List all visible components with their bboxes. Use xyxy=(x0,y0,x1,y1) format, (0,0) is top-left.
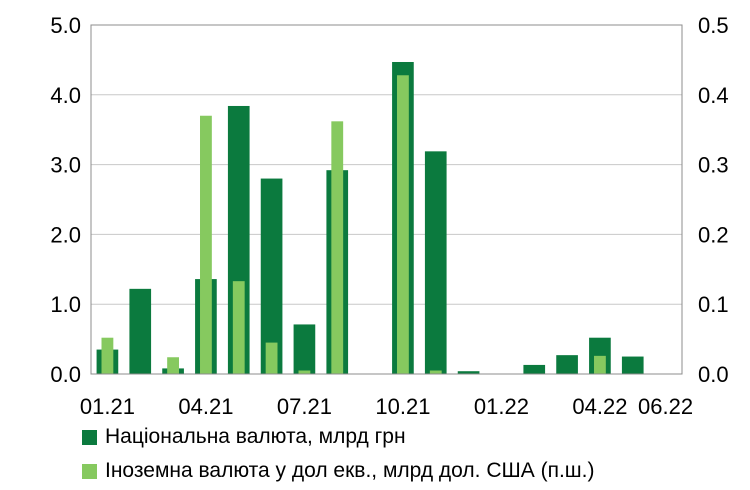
plot-frame xyxy=(90,24,683,375)
bar-foreign-11.21 xyxy=(429,370,442,374)
bar-foreign-04.22 xyxy=(594,355,606,374)
bar-foreign-04.21 xyxy=(200,115,212,375)
x-tick-label: 04.22 xyxy=(572,394,627,419)
legend-label-foreign: Іноземна валюта у дол екв., млрд дол. СШ… xyxy=(105,459,595,482)
bar-national-02.21 xyxy=(129,288,152,374)
legend-item-national: Національна валюта, млрд грн xyxy=(82,420,594,454)
y-right-tick-label: 0.1 xyxy=(698,292,729,317)
x-tick-label: 10.21 xyxy=(375,394,430,419)
legend: Національна валюта, млрд грн Іноземна ва… xyxy=(82,420,594,488)
bars xyxy=(96,61,644,375)
bar-foreign-08.21 xyxy=(331,121,344,374)
y-right-tick-label: 0.0 xyxy=(698,362,729,387)
y-left-tick-label: 4.0 xyxy=(50,83,81,108)
bar-national-05.22 xyxy=(621,356,644,374)
legend-swatch-foreign xyxy=(82,463,97,479)
bar-foreign-07.21 xyxy=(298,370,311,374)
bar-foreign-10.21 xyxy=(397,75,409,375)
bar-national-12.21 xyxy=(457,371,480,374)
x-tick-label: 01.22 xyxy=(474,394,529,419)
legend-label-national: Національна валюта, млрд грн xyxy=(105,425,406,448)
gridlines xyxy=(91,94,682,305)
y-right-tick-label: 0.2 xyxy=(698,222,729,247)
bar-national-02.22 xyxy=(523,364,546,374)
y-left-tick-label: 1.0 xyxy=(50,292,81,317)
y-right-tick-label: 0.4 xyxy=(698,83,729,108)
x-tick-label: 01.21 xyxy=(80,394,135,419)
chart: 0.0 1.0 2.0 3.0 4.0 5.0 0.0 0.1 0.2 0.3 0.4 0.5 01.2… xyxy=(50,13,728,419)
x-tick-label: 06.22 xyxy=(638,394,693,419)
bar-national-11.21 xyxy=(424,151,447,374)
x-tick-label: 07.21 xyxy=(277,394,332,419)
bar-national-06.21 xyxy=(260,178,283,374)
bar-national-03.22 xyxy=(556,355,578,374)
y-right-tick-label: 0.5 xyxy=(698,13,729,38)
bar-foreign-05.21 xyxy=(232,281,245,374)
y-left-tick-label: 2.0 xyxy=(50,222,81,247)
legend-swatch-national xyxy=(82,429,97,445)
y-left-tick-label: 3.0 xyxy=(50,153,81,178)
tick-labels: 0.0 1.0 2.0 3.0 4.0 5.0 0.0 0.1 0.2 0.3 0.4 0.5 01.2… xyxy=(50,13,728,419)
bar-foreign-03.21 xyxy=(167,357,179,374)
bar-national-07.21 xyxy=(293,324,316,374)
y-left-tick-label: 5.0 xyxy=(50,13,81,38)
y-left-tick-label: 0.0 xyxy=(50,362,81,387)
y-right-tick-label: 0.3 xyxy=(698,153,729,178)
x-tick-label: 04.21 xyxy=(178,394,233,419)
bar-foreign-01.21 xyxy=(101,337,114,374)
bar-foreign-06.21 xyxy=(265,342,278,374)
legend-item-foreign: Іноземна валюта у дол екв., млрд дол. СШ… xyxy=(82,454,594,488)
